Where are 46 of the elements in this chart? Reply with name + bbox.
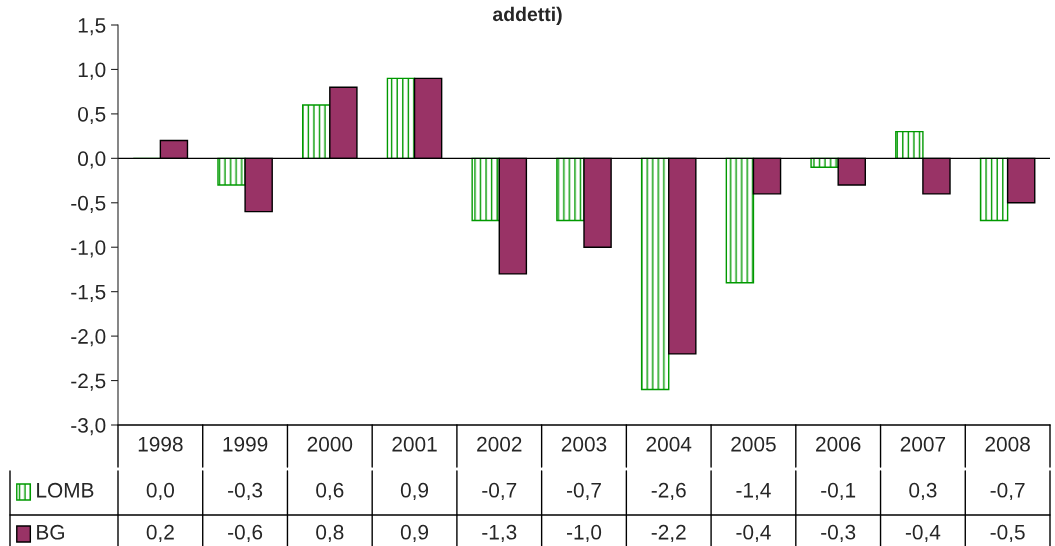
data-label: -0,4: [905, 524, 941, 543]
data-label: 0,6: [316, 482, 344, 501]
x-tick-label: 2008: [985, 436, 1030, 452]
y-tick-label: -1,5: [71, 284, 106, 302]
x-tick-label: 2001: [392, 436, 437, 452]
data-label: 0,3: [909, 482, 937, 501]
x-tick-label: 2005: [731, 436, 776, 452]
x-tick-label: 2007: [900, 436, 946, 452]
data-label: -0,7: [990, 482, 1025, 501]
data-label: -0,4: [736, 524, 771, 543]
data-label: -0,5: [990, 524, 1025, 543]
data-label: 0,0: [146, 482, 175, 501]
data-label: -1,3: [482, 524, 517, 543]
chart-title: addetti): [492, 6, 562, 25]
x-tick-label: 2002: [477, 436, 522, 452]
y-tick-label: -0,5: [71, 195, 106, 213]
legend-label: LOMB: [37, 482, 94, 498]
data-label: -0,6: [228, 524, 263, 543]
y-tick-label: 0,5: [78, 106, 106, 125]
y-tick-label: -2,5: [71, 373, 106, 391]
data-label: -1,0: [566, 524, 602, 543]
data-label: -0,3: [228, 482, 263, 501]
data-label: -0,1: [821, 482, 856, 501]
x-tick-label: 1998: [138, 436, 183, 452]
data-label: 0,8: [316, 524, 344, 543]
data-label: -1,4: [736, 483, 771, 501]
y-tick-label: 0,0: [78, 151, 106, 169]
y-tick-label: -2,0: [71, 329, 106, 347]
x-tick-label: 1999: [223, 436, 268, 452]
y-tick-label: 1,0: [78, 62, 106, 80]
data-label: -2,6: [651, 482, 686, 501]
y-tick-label: -3,0: [71, 418, 106, 436]
x-tick-label: 2006: [816, 436, 861, 452]
x-tick-label: 2000: [307, 436, 353, 452]
data-label: 0,9: [400, 524, 429, 543]
data-label: 0,9: [400, 482, 429, 501]
data-label: -0,7: [566, 482, 601, 501]
y-tick-label: -1,0: [71, 240, 106, 258]
legend-label: BG: [37, 524, 64, 540]
y-tick-label: 1,5: [78, 18, 106, 36]
data-label: -0,7: [482, 482, 517, 501]
data-label: -2,2: [651, 524, 686, 543]
data-label: 0,2: [146, 524, 174, 543]
x-tick-label: 2004: [646, 436, 692, 452]
x-tick-label: 2003: [561, 436, 607, 452]
data-label: -0,3: [821, 524, 856, 543]
